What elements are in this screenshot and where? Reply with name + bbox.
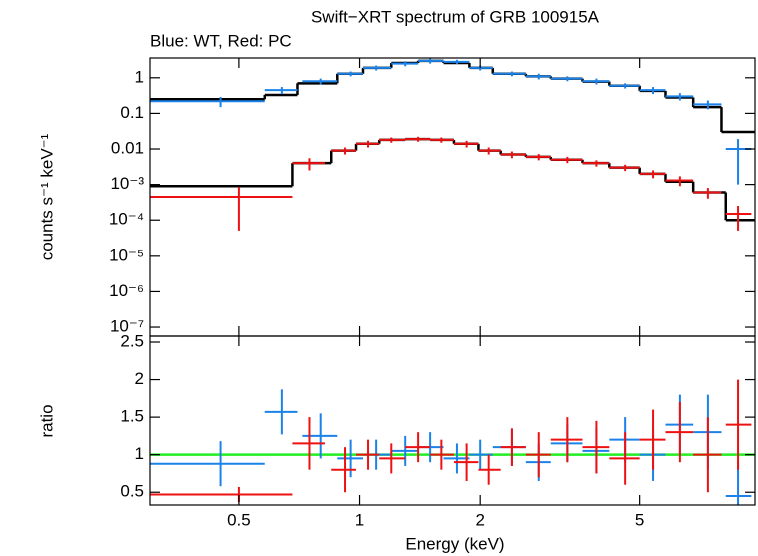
y-tick-label: 10⁻⁵ xyxy=(109,245,144,264)
y-tick-label: 10⁻⁶ xyxy=(109,281,144,300)
y-tick-label: 10⁻⁷ xyxy=(110,317,144,336)
y-tick-label: 10⁻³ xyxy=(110,174,144,193)
y-axis-label: counts s⁻¹ keV⁻¹ xyxy=(37,133,56,260)
y-tick-label: 0.5 xyxy=(120,482,144,501)
chart-title: Swift−XRT spectrum of GRB 100915A xyxy=(311,7,600,26)
y-tick-label: 0.1 xyxy=(120,103,144,122)
plot-frame xyxy=(149,335,756,506)
spectrum-plot xyxy=(150,58,755,231)
y-tick-label: 1.5 xyxy=(120,407,144,426)
x-tick-label: 1 xyxy=(355,510,364,529)
x-tick-label: 5 xyxy=(635,510,644,529)
chart-subtitle: Blue: WT, Red: PC xyxy=(150,31,292,50)
y-tick-label: 1 xyxy=(135,67,144,86)
y-tick-label: 0.01 xyxy=(111,138,144,157)
y-tick-label: 2 xyxy=(135,369,144,388)
x-axis-label: Energy (keV) xyxy=(405,534,504,553)
y-tick-label: 2.5 xyxy=(120,331,144,350)
y-axis-label: ratio xyxy=(37,404,56,437)
y-tick-label: 10⁻⁴ xyxy=(109,210,144,229)
x-tick-label: 2 xyxy=(475,510,484,529)
ratio-plot xyxy=(150,379,755,505)
y-tick-label: 1 xyxy=(135,444,144,463)
x-tick-label: 0.5 xyxy=(227,510,251,529)
axes: 1 0.1 0.01 10⁻³ 10⁻⁴ 10⁻⁵ 10⁻⁶ 10⁻⁷ 0.5 1 1.5 2 2.5 0… xyxy=(109,57,756,529)
